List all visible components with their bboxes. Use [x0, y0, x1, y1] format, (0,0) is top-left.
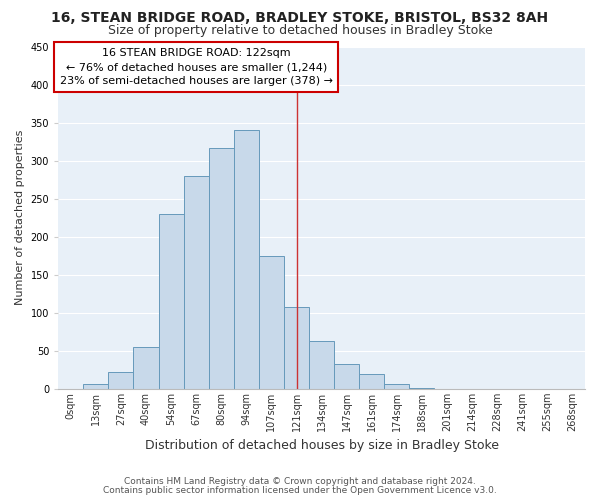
Text: Size of property relative to detached houses in Bradley Stoke: Size of property relative to detached ho… — [107, 24, 493, 37]
Bar — [385, 384, 409, 389]
Bar — [83, 384, 109, 389]
Bar — [409, 388, 434, 389]
Text: 16, STEAN BRIDGE ROAD, BRADLEY STOKE, BRISTOL, BS32 8AH: 16, STEAN BRIDGE ROAD, BRADLEY STOKE, BR… — [52, 12, 548, 26]
Text: 16 STEAN BRIDGE ROAD: 122sqm
← 76% of detached houses are smaller (1,244)
23% of: 16 STEAN BRIDGE ROAD: 122sqm ← 76% of de… — [59, 48, 332, 86]
Bar — [209, 148, 234, 389]
Bar — [334, 364, 359, 389]
Bar — [234, 130, 259, 389]
Text: Contains public sector information licensed under the Open Government Licence v3: Contains public sector information licen… — [103, 486, 497, 495]
Bar — [284, 306, 309, 389]
Text: Contains HM Land Registry data © Crown copyright and database right 2024.: Contains HM Land Registry data © Crown c… — [124, 477, 476, 486]
Bar — [109, 372, 133, 389]
X-axis label: Distribution of detached houses by size in Bradley Stoke: Distribution of detached houses by size … — [145, 440, 499, 452]
Y-axis label: Number of detached properties: Number of detached properties — [15, 130, 25, 306]
Bar — [133, 347, 158, 389]
Bar — [259, 256, 284, 389]
Bar — [158, 214, 184, 389]
Bar — [309, 341, 334, 389]
Bar — [359, 374, 385, 389]
Bar — [184, 176, 209, 389]
